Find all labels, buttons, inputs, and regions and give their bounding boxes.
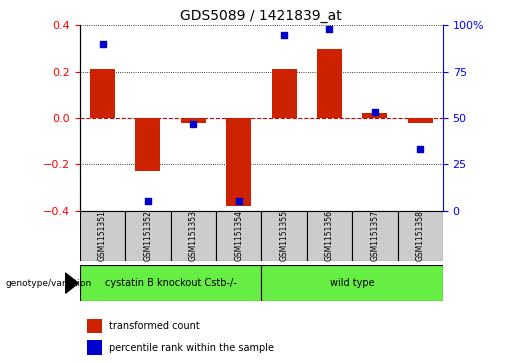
Polygon shape bbox=[65, 273, 78, 293]
Text: transformed count: transformed count bbox=[109, 321, 200, 331]
Point bbox=[280, 32, 288, 38]
Bar bbox=[271, 69, 297, 118]
Bar bbox=[87, 319, 101, 333]
Text: wild type: wild type bbox=[330, 278, 374, 288]
Text: percentile rank within the sample: percentile rank within the sample bbox=[109, 343, 274, 352]
Text: GSM1151352: GSM1151352 bbox=[143, 211, 152, 261]
Bar bbox=[125, 211, 170, 261]
Bar bbox=[181, 118, 206, 123]
Bar bbox=[80, 211, 125, 261]
Text: genotype/variation: genotype/variation bbox=[5, 279, 91, 287]
Bar bbox=[408, 118, 433, 123]
Text: GSM1151351: GSM1151351 bbox=[98, 211, 107, 261]
Text: GSM1151356: GSM1151356 bbox=[325, 211, 334, 261]
Bar bbox=[90, 69, 115, 118]
Text: GSM1151358: GSM1151358 bbox=[416, 211, 425, 261]
Text: GSM1151353: GSM1151353 bbox=[189, 211, 198, 261]
Title: GDS5089 / 1421839_at: GDS5089 / 1421839_at bbox=[180, 9, 342, 23]
Bar bbox=[398, 211, 443, 261]
Bar bbox=[87, 340, 101, 355]
Point bbox=[144, 198, 152, 204]
Point bbox=[371, 110, 379, 115]
Bar bbox=[261, 265, 443, 301]
Bar bbox=[317, 49, 342, 118]
Bar bbox=[363, 113, 387, 118]
Bar bbox=[226, 118, 251, 206]
Bar bbox=[307, 211, 352, 261]
Bar bbox=[80, 265, 261, 301]
Bar bbox=[261, 211, 307, 261]
Text: cystatin B knockout Cstb-/-: cystatin B knockout Cstb-/- bbox=[105, 278, 236, 288]
Point bbox=[325, 26, 334, 32]
Point bbox=[189, 121, 197, 126]
Bar bbox=[216, 211, 261, 261]
Point bbox=[416, 147, 424, 152]
Bar bbox=[352, 211, 398, 261]
Text: GSM1151355: GSM1151355 bbox=[280, 211, 288, 261]
Bar bbox=[135, 118, 160, 171]
Point bbox=[234, 198, 243, 204]
Point bbox=[98, 41, 107, 47]
Text: GSM1151354: GSM1151354 bbox=[234, 211, 243, 261]
Text: GSM1151357: GSM1151357 bbox=[370, 211, 380, 261]
Bar bbox=[170, 211, 216, 261]
